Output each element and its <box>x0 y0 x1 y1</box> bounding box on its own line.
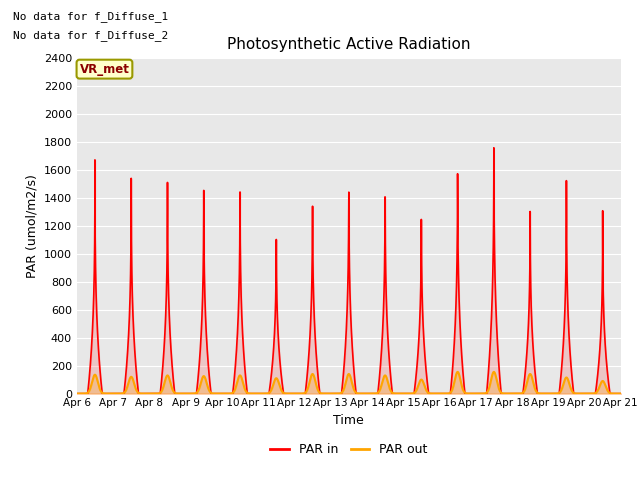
Legend: PAR in, PAR out: PAR in, PAR out <box>265 438 433 461</box>
Text: No data for f_Diffuse_2: No data for f_Diffuse_2 <box>13 30 168 41</box>
Y-axis label: PAR (umol/m2/s): PAR (umol/m2/s) <box>25 174 38 277</box>
Text: No data for f_Diffuse_1: No data for f_Diffuse_1 <box>13 11 168 22</box>
X-axis label: Time: Time <box>333 414 364 427</box>
Text: VR_met: VR_met <box>79 63 129 76</box>
Title: Photosynthetic Active Radiation: Photosynthetic Active Radiation <box>227 37 470 52</box>
